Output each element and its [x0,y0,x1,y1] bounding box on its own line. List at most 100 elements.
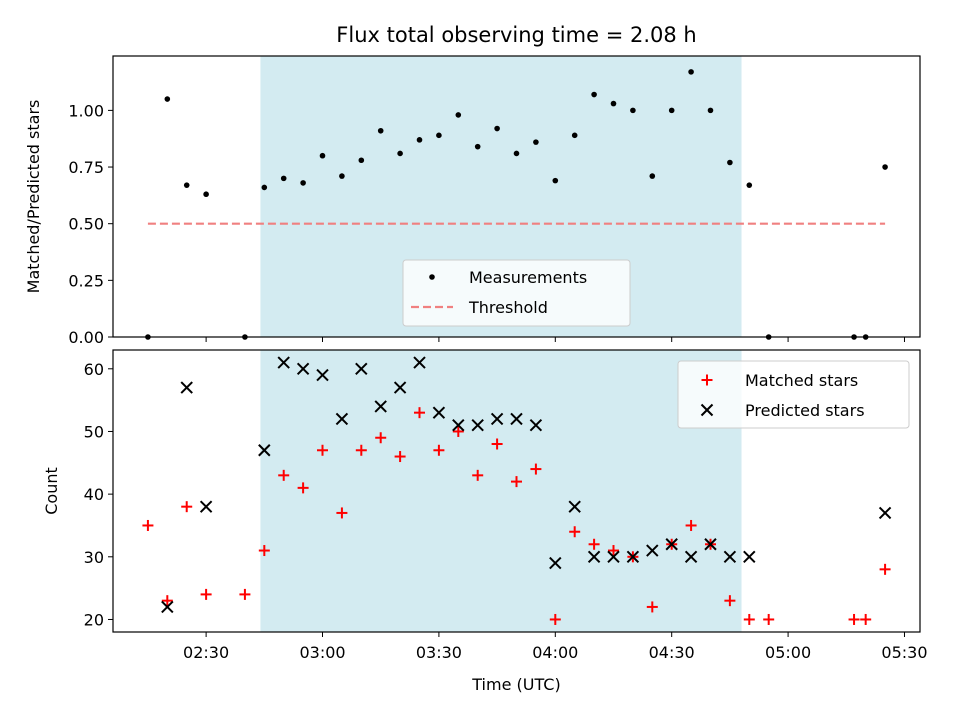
matched-star-point [491,438,503,450]
matched-star-point [879,563,891,575]
measurement-point [416,137,423,143]
cross-b [296,362,310,376]
cross-b [684,550,698,564]
cross-b [549,556,562,570]
count-y-tick-label: 30 [84,548,104,567]
cross-b [355,362,368,376]
legend-matched-marker [701,374,713,386]
measurement-point [746,182,753,188]
cross-b [878,506,892,520]
cross-b [180,381,193,394]
matched-star-point [549,613,561,625]
predicted-star-point [490,412,504,426]
matched-star-point [355,444,367,456]
legend-measurements-marker [429,274,435,280]
matched-star-point [848,613,860,625]
cross-b [510,412,523,426]
time-x-tick-label: 05:30 [881,643,927,662]
ratio-y-tick-label: 0.50 [68,215,104,234]
count-y-tick-label: 60 [84,360,104,379]
cross-b [452,418,465,432]
count-legend: Matched stars Predicted stars [677,360,910,429]
predicted-star-point [665,538,678,551]
ratio-y-tick-label: 0.25 [68,271,104,290]
measurement-point [494,125,500,132]
measurement-point [882,164,888,170]
matched-star-point [181,501,193,513]
chart-title: Flux total observing time = 2.08 h [336,23,696,47]
time-x-axis-label: Time (UTC) [471,675,560,694]
measurement-point [339,173,345,179]
matched-star-point [472,469,484,481]
predicted-star-point [296,362,310,376]
measurement-point [436,132,442,139]
measurement-point [513,150,520,157]
count-y-axis-label: Count [42,467,61,515]
cross-b [161,600,174,614]
ratio-y-tick-label: 0.75 [68,158,104,177]
legend-predicted-marker [700,403,714,417]
cross-b [665,538,678,551]
matched-star-point [161,595,173,607]
cross-b [413,356,426,369]
legend-threshold-label: Threshold [468,298,548,317]
predicted-star-point [180,381,193,394]
measurement-point [630,107,636,114]
cross-b [626,550,640,564]
predicted-star-point [161,600,174,614]
matched-star-point [743,613,755,625]
cross-b [700,403,714,417]
legend-plus-glyph [701,374,713,386]
legend-measurements-label: Measurements [469,268,587,287]
measurement-point [649,173,656,179]
ratio-panel: 0.00 0.25 0.50 0.75 1.00 Flux total observin… [24,23,921,347]
predicted-star-point [335,412,349,426]
count-panel: 20 30 40 50 60 02:30 03:00 03:30 04:00 04:30 05:0… [42,349,928,694]
cross-b [471,418,484,432]
measurement-point [358,157,365,164]
time-x-tick-label: 05:00 [765,643,811,662]
matched-star-point [511,476,522,488]
ratio-y-axis-label: Matched/Predicted stars [24,100,43,294]
time-x-tick-label: 04:30 [649,643,695,662]
ratio-y-tick-label: 0.00 [68,328,104,347]
predicted-star-point [452,418,465,432]
matched-star-point [258,545,270,557]
cross-b [743,550,756,564]
matched-star-point [278,469,290,481]
matched-star-point [860,613,872,625]
ratio-y-tick-label: 1.00 [68,101,104,120]
count-y-tick-label: 50 [84,422,104,441]
predicted-star-point [607,550,620,564]
predicted-star-point [684,550,698,564]
measurement-point [280,175,287,182]
measurement-point [164,96,171,102]
measurement-point [707,107,714,114]
ratio-legend-box [402,259,631,327]
cross-b [335,412,349,426]
predicted-star-point [587,550,601,564]
predicted-star-point [413,356,426,369]
measurement-point [688,69,694,75]
legend-matched-label: Matched stars [745,371,858,390]
cross-b [393,381,407,394]
count-y-tick-label: 20 [84,610,104,629]
matched-star-point [433,444,445,456]
predicted-star-point [316,368,329,382]
time-x-tick-label: 02:30 [183,643,229,662]
cross-b [529,418,543,432]
measurement-point [455,112,462,118]
measurement-point [474,143,481,150]
predicted-star-point [355,362,368,376]
predicted-star-point [199,500,213,513]
matched-star-point [607,545,619,557]
measurement-point [319,152,326,159]
matched-star-point [569,526,581,538]
measurement-point [727,159,733,166]
matched-star-point [239,588,251,600]
cross-b [646,544,659,557]
predicted-star-point [529,418,543,432]
measurement-point [610,100,617,107]
cross-b [704,538,717,551]
